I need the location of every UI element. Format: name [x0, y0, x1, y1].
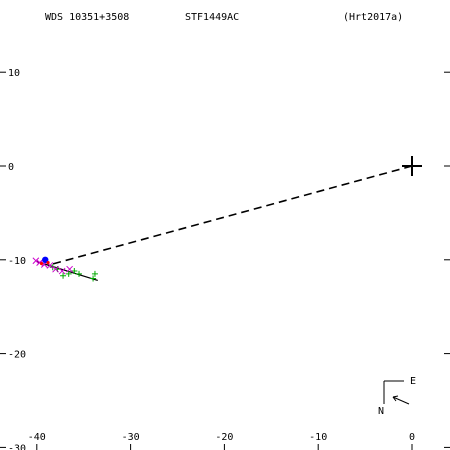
compass-arrow-head [392, 395, 399, 402]
data-point-cross [52, 265, 59, 273]
data-point-plus [91, 270, 98, 277]
y-tick-label: 10 [8, 68, 20, 79]
y-tick-label: -10 [8, 256, 26, 267]
data-point-dot [39, 261, 44, 266]
compass: E N [378, 376, 416, 417]
header-discoverer: STF1449AC [185, 12, 239, 23]
x-tick-label: -20 [215, 432, 233, 443]
compass-east-label: E [410, 376, 416, 387]
data-point-cross [58, 267, 66, 275]
x-tick-label: -30 [122, 432, 140, 443]
data-point-circle [42, 256, 49, 263]
data-point-plus [65, 270, 72, 277]
data-marks [32, 156, 422, 282]
x-tick-label: -40 [28, 432, 46, 443]
data-point-plus [71, 268, 78, 275]
separation-dashed-line [50, 165, 413, 266]
x-tick-label: -10 [309, 432, 327, 443]
data-point-cross [66, 265, 73, 273]
y-tick-label: 0 [8, 162, 14, 173]
data-point-plus [60, 272, 67, 279]
data-point-cross [32, 257, 40, 265]
data-point-dot [46, 261, 50, 265]
y-tick-label: -30 [8, 443, 26, 450]
data-point-plus [76, 270, 83, 277]
primary-star-marker [402, 156, 422, 176]
data-point-plus [90, 275, 97, 282]
header-orbit-reference: (Hrt2017a) [343, 12, 403, 23]
data-point-plus [49, 264, 56, 271]
compass-motion-arrow [392, 396, 410, 405]
compass-north-label: N [378, 406, 384, 417]
x-tick-label: 0 [409, 432, 415, 443]
header-wds-id: WDS 10351+3508 [45, 12, 129, 23]
y-tick-label: -20 [8, 350, 26, 361]
